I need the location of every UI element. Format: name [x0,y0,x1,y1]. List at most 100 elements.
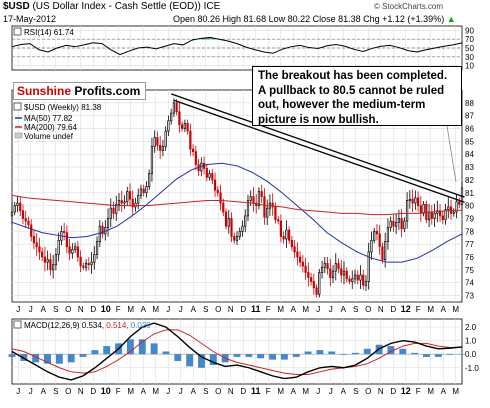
price-tick-label: 81 [465,189,474,198]
resistance-trend-line-1 [170,93,465,198]
price-candle-body [397,218,400,223]
credit: © StockCharts.com [374,2,444,11]
macd-histogram-bar [150,343,158,355]
price-title: $USD (Weekly) 81.38 [24,103,102,112]
price-candle-body [416,197,420,206]
price-candle-body [356,274,359,281]
price-candle-body [323,263,326,268]
macd-x-tick-label: N [378,387,384,396]
macd-x-tick-label: A [341,387,347,396]
price-tick-label: 79 [465,214,474,223]
price-candle-body [260,191,263,197]
price-candle-body [419,205,422,214]
price-candle-body [340,268,343,276]
price-candle-body [164,130,167,147]
price-candle-body [208,173,211,178]
price-tick-label: 88 [465,99,474,108]
macd-x-tick-label: N [78,387,84,396]
price-candle-body [271,202,274,208]
macd-tick-label: 2.0 [465,323,477,332]
chart-title: $USD (US Dollar Index - Cash Settle (EOD… [3,1,220,12]
price-candle-body [175,102,178,113]
price-candle-body [13,205,16,213]
price-x-tick-label: S [353,305,358,314]
price-candle-body [63,230,66,233]
price-tick-label: 85 [465,137,474,146]
price-candle-body [106,218,110,228]
macd-histogram-bar [458,353,466,355]
macd-tick-label: 0.0 [465,350,477,359]
macd-x-tick-label: O [365,387,371,396]
callout-pointer [446,125,457,183]
price-candle-body [438,210,442,217]
macd-x-tick-label: A [191,387,197,396]
price-candle-body [87,263,90,266]
price-x-tick-label: A [441,305,447,314]
price-candle-body [38,246,41,253]
price-x-tick-label: O [215,305,221,314]
macd-x-tick-label: M [302,387,309,396]
price-candle-body [353,274,357,280]
macd-collapse-icon [13,320,22,329]
macd-x-tick-label: 10 [101,386,111,396]
macd-x-tick-label: M [127,387,134,396]
macd-histogram-bar [351,352,359,355]
price-candle-body [233,236,236,241]
macd-histogram-bar [32,354,40,363]
macd-histogram-bar [186,354,194,367]
price-candle-body [427,211,431,221]
price-candle-body [288,229,291,241]
macd-histogram-bar [340,354,348,355]
price-x-tick-label: D [90,305,96,314]
price-candle-body [263,196,266,218]
macd-histogram-bar [44,354,51,364]
macd-histogram-bar [79,354,87,357]
price-candle-body [392,220,395,227]
macd-x-tick-label: F [266,387,271,396]
price-x-tick-label: 12 [401,304,411,314]
price-candle-body [331,270,335,278]
macd-x-tick-label: 11 [251,386,261,396]
macd-histogram-bar [387,346,395,355]
price-candle-body [170,112,173,122]
macd-histogram-bar [399,348,407,355]
price-x-tick-label: O [365,305,371,314]
price-candle-body [452,211,455,214]
price-candle-body [458,201,461,205]
macd-histogram-bar [126,339,134,355]
macd-histogram-bar [8,354,16,357]
price-candle-body [52,264,55,271]
price-candle-body [222,202,225,213]
price-candle-body [373,230,376,241]
price-candle-body [274,206,277,221]
price-x-tick-label: S [53,305,58,314]
price-candle-body [90,261,93,266]
price-candle-body [79,256,82,267]
price-candle-body [95,241,99,255]
price-candle-body [156,137,159,146]
macd-x-tick-label: M [452,387,459,396]
macd-histogram-bar [103,346,111,355]
price-candle-body [384,241,387,260]
price-x-tick-label: J [166,305,170,314]
price-candle-body [216,189,219,194]
price-candle-body [148,173,151,187]
price-candle-body [142,188,145,194]
macd-histogram-bar [55,354,63,364]
price-candle-body [296,251,299,258]
price-candle-body [403,220,406,230]
chart-symbol: $USD [3,1,30,12]
macd-x-tick-label: M [277,387,284,396]
price-candle-body [191,148,195,153]
price-x-tick-label: N [378,305,384,314]
price-candle-body [71,248,74,254]
price-candle-body [367,251,370,282]
price-tick-label: 84 [465,150,474,159]
price-tick-label: 82 [465,176,474,185]
price-tick-label: 74 [465,279,474,288]
macd-histogram-bar [257,354,265,359]
price-candle-body [16,202,19,206]
price-x-tick-label: M [152,305,159,314]
macd-histogram-bar [174,354,182,361]
